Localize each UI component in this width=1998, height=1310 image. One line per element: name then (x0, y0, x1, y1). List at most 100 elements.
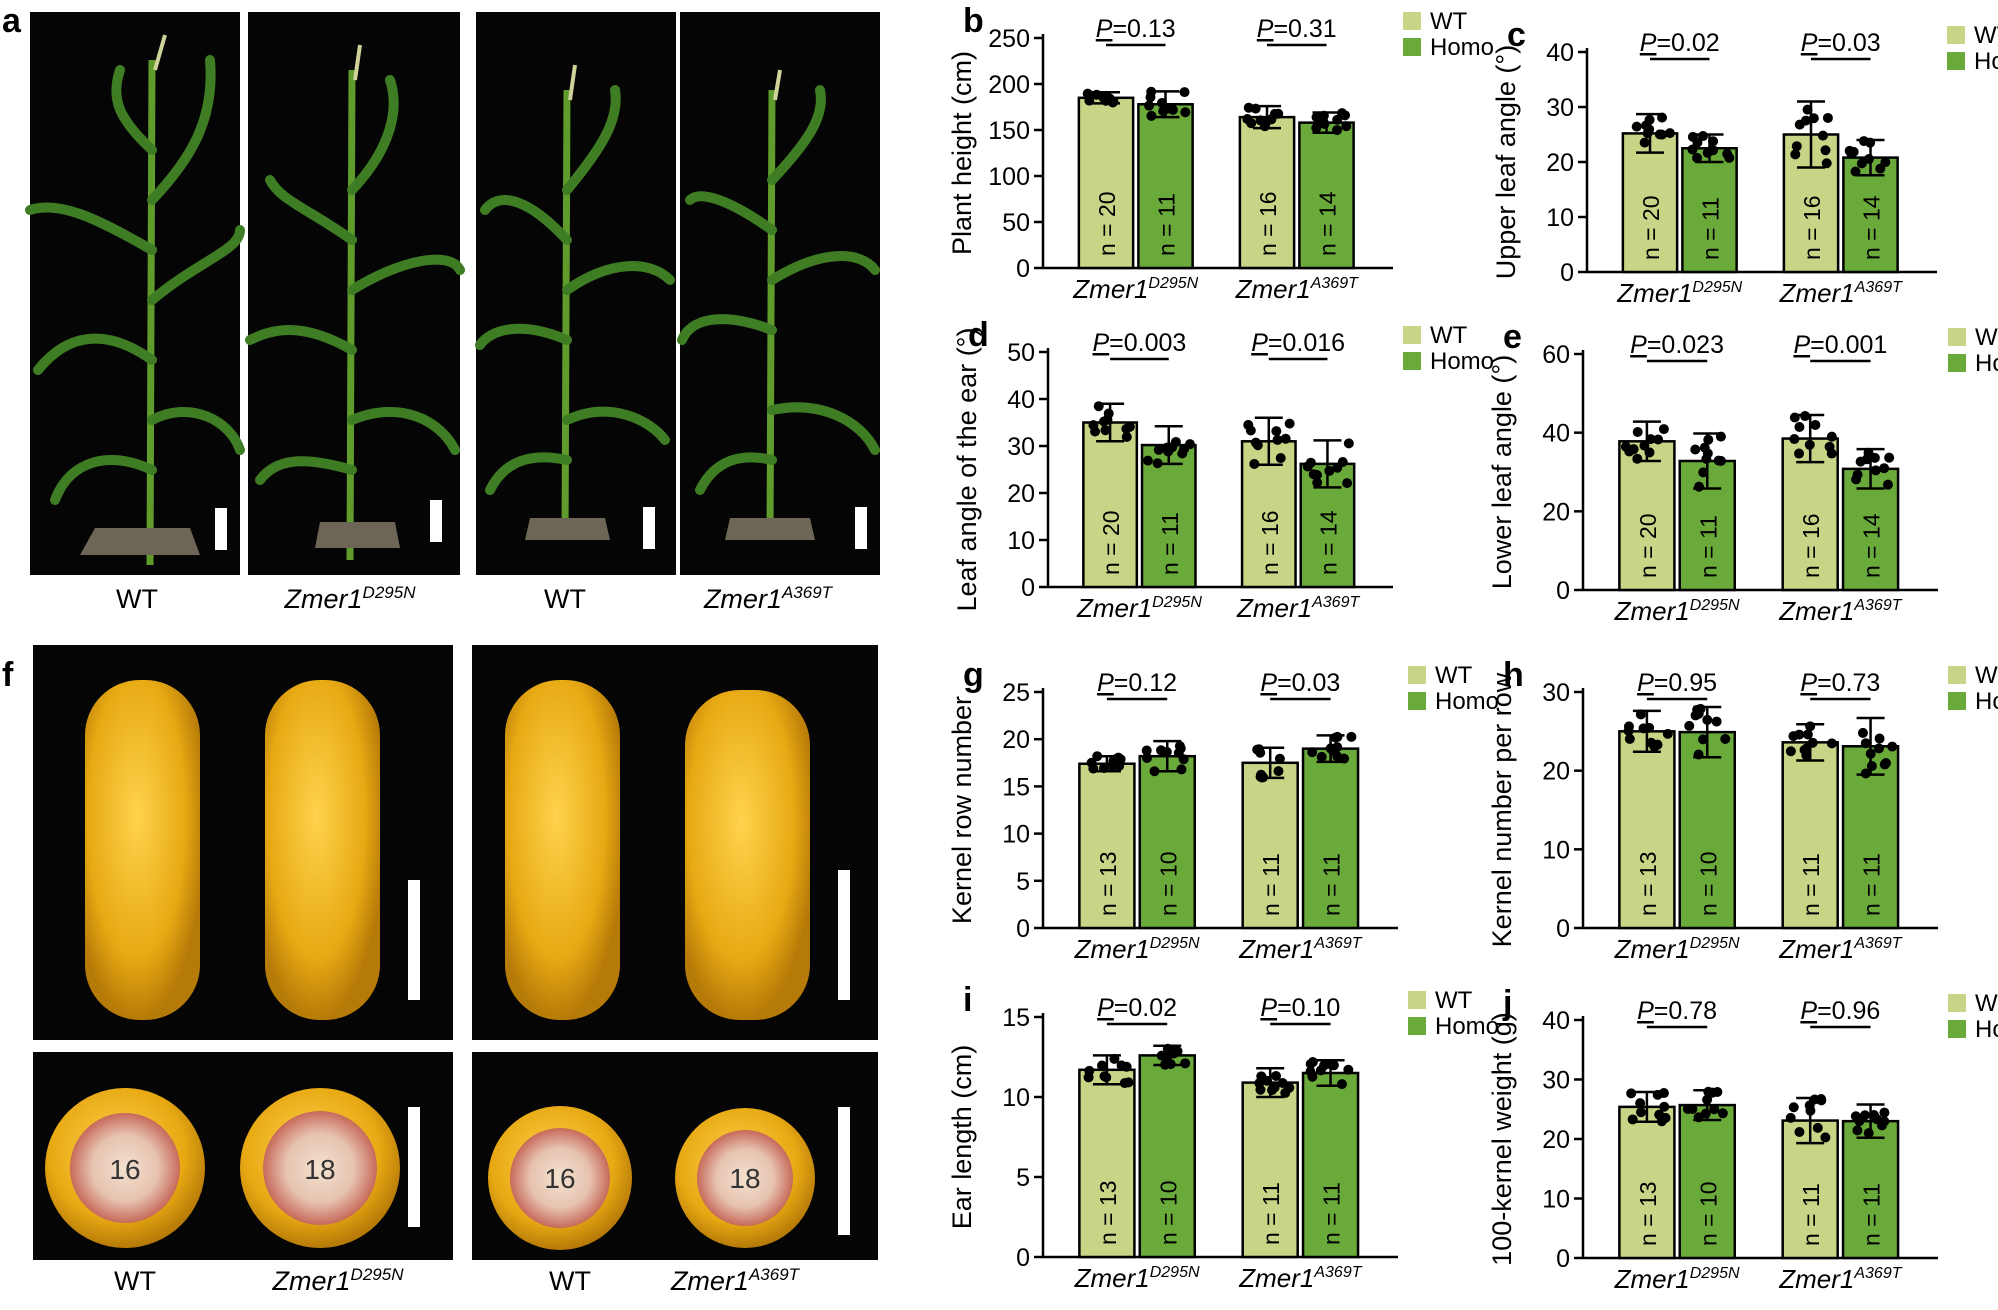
y-tick-label: 40 (1542, 1007, 1570, 1035)
n-label: n = 10 (1695, 851, 1721, 916)
data-point (1343, 1064, 1354, 1075)
bar-homo (1681, 147, 1738, 274)
legend-swatch-homo (1947, 52, 1965, 70)
data-point (1690, 444, 1701, 455)
legend-label: Homo (1435, 688, 1499, 715)
n-label: n = 11 (1319, 853, 1345, 916)
y-tick-label: 10 (1007, 527, 1035, 555)
y-tick-label: 40 (1542, 420, 1570, 448)
category-label: Zmer1A369T (1238, 934, 1362, 964)
data-point (1144, 100, 1155, 111)
n-label: n = 10 (1155, 1180, 1181, 1245)
data-point (1156, 1050, 1167, 1061)
data-point (1800, 115, 1811, 126)
y-tick-label: 30 (1546, 94, 1574, 122)
category-label: Zmer1A369T (1779, 278, 1903, 308)
data-point (1273, 766, 1284, 777)
caption-f-zmer1-d295n: Zmer1D295N (272, 1265, 405, 1296)
y-tick-label: 15 (1002, 1004, 1030, 1032)
data-point (1256, 1071, 1267, 1082)
data-point (1250, 103, 1261, 114)
data-point (1626, 1088, 1637, 1099)
data-point (1098, 416, 1109, 427)
panel-f-letter: f (2, 656, 14, 694)
bar-homo (1841, 745, 1900, 930)
data-point (1142, 752, 1153, 763)
y-tick-label: 20 (1542, 1126, 1570, 1154)
data-point (1820, 145, 1831, 156)
data-point (1874, 733, 1885, 744)
data-point (1178, 754, 1189, 765)
panel-letter: j (1502, 984, 1512, 1022)
data-point (1319, 118, 1330, 129)
data-point (1639, 137, 1650, 148)
n-label: n = 11 (1258, 1182, 1284, 1245)
data-point (1623, 721, 1634, 732)
data-point (1259, 121, 1270, 132)
legend-label: WT (1430, 322, 1468, 349)
data-point (1709, 1104, 1720, 1115)
data-point (1340, 110, 1351, 121)
data-point (1863, 447, 1874, 458)
data-point (1852, 1125, 1863, 1136)
data-point (1817, 130, 1828, 141)
data-point (1788, 1102, 1799, 1113)
data-point (1800, 411, 1811, 422)
data-point (1644, 447, 1655, 458)
data-point (1873, 743, 1884, 754)
ear-cross-section-2: 16 18 (472, 1052, 878, 1260)
data-point (1093, 401, 1104, 412)
data-point (1715, 455, 1726, 466)
row-count-label: 16 (544, 1163, 575, 1194)
panel-f: f 16 18 (2, 645, 878, 1296)
data-point (1826, 448, 1837, 459)
legend-swatch-wt (1948, 994, 1966, 1012)
caption-f-wt-2: WT (549, 1266, 591, 1296)
data-point (1305, 1058, 1316, 1069)
legend-swatch-wt (1947, 26, 1965, 44)
data-point (1249, 458, 1260, 469)
legend-swatch-wt (1948, 328, 1966, 346)
p-value: P=0.02 (1640, 29, 1720, 57)
data-point (1316, 751, 1327, 762)
data-point (1868, 1110, 1879, 1121)
bar-homo (1678, 1103, 1737, 1260)
panel-letter: d (968, 316, 989, 354)
data-point (1854, 1116, 1865, 1127)
n-label: n = 13 (1635, 1181, 1661, 1246)
data-point (1789, 434, 1800, 445)
data-point (1280, 433, 1291, 444)
y-tick-label: 0 (1021, 574, 1035, 602)
caption-a-zmer1-d295n: Zmer1D295N (284, 583, 417, 614)
n-label: n = 13 (1095, 1180, 1121, 1245)
bar-wt (1618, 730, 1676, 930)
p-value: P=0.13 (1096, 15, 1176, 43)
p-value: P=0.023 (1630, 331, 1724, 359)
legend-swatch-wt (1408, 991, 1426, 1009)
data-point (1271, 426, 1282, 437)
data-point (1645, 434, 1656, 445)
data-point (1153, 444, 1164, 455)
category-label: Zmer1A369T (1236, 593, 1360, 623)
data-point (1821, 158, 1832, 169)
data-point (1099, 763, 1110, 774)
n-label: n = 11 (1859, 1183, 1885, 1246)
data-point (1694, 481, 1705, 492)
y-tick-label: 50 (1007, 339, 1035, 367)
bar-wt (1781, 437, 1839, 592)
legend-label: WT (1975, 662, 1998, 689)
data-point (1145, 92, 1156, 103)
y-axis-label: 100-kernel weight (g) (1487, 1012, 1517, 1266)
n-label: n = 20 (1094, 191, 1120, 256)
data-point (1174, 741, 1185, 752)
y-tick-label: 15 (1002, 773, 1030, 801)
p-value: P=0.96 (1800, 997, 1880, 1025)
y-axis-label: Upper leaf angle (°) (1491, 45, 1521, 279)
y-tick-label: 10 (1546, 204, 1574, 232)
data-point (1658, 1088, 1669, 1099)
legend-swatch-homo (1948, 692, 1966, 710)
data-point (1162, 442, 1173, 453)
y-axis-label: Leaf angle of the ear (°) (952, 328, 982, 612)
y-tick-label: 30 (1542, 679, 1570, 707)
data-point (1724, 152, 1735, 163)
